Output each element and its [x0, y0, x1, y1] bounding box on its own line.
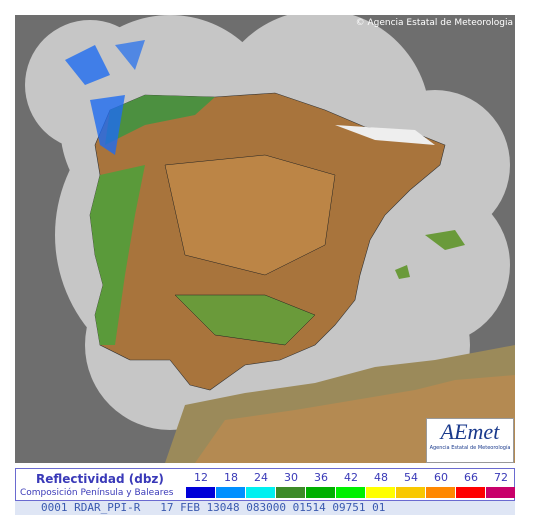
legend-value: 24: [254, 471, 268, 484]
legend-value: 30: [284, 471, 298, 484]
legend-value: 36: [314, 471, 328, 484]
legend-value: 42: [344, 471, 358, 484]
legend-value: 66: [464, 471, 478, 484]
radar-map: [15, 15, 515, 463]
legend-value: 72: [494, 471, 508, 484]
legend-swatch: [426, 487, 455, 498]
legend-title: Reflectividad (dbz): [36, 472, 164, 486]
legend-swatch: [276, 487, 305, 498]
credit: © Agencia Estatal de Meteorologia: [355, 18, 513, 28]
legend-subtitle: Composición Península y Baleares: [20, 488, 174, 498]
legend-value: 48: [374, 471, 388, 484]
legend-value: 12: [194, 471, 208, 484]
status-bar: 0001 RDAR_PPI-R 17 FEB 13048 083000 0151…: [15, 501, 515, 515]
legend-swatch: [216, 487, 245, 498]
legend-value: 18: [224, 471, 238, 484]
legend-swatch: [306, 487, 335, 498]
logo: AEmet Agencia Estatal de Meteorología: [426, 418, 514, 463]
legend-value: 54: [404, 471, 418, 484]
legend-swatch: [186, 487, 215, 498]
legend-swatch: [366, 487, 395, 498]
legend: Reflectividad (dbz) Composición Penínsul…: [15, 468, 515, 501]
legend-swatch: [246, 487, 275, 498]
legend-swatch: [456, 487, 485, 498]
legend-swatch: [396, 487, 425, 498]
legend-swatch: [486, 487, 515, 498]
logo-name: AEmet: [440, 419, 500, 444]
logo-subtitle: Agencia Estatal de Meteorología: [429, 445, 511, 451]
legend-value: 60: [434, 471, 448, 484]
legend-swatch: [336, 487, 365, 498]
